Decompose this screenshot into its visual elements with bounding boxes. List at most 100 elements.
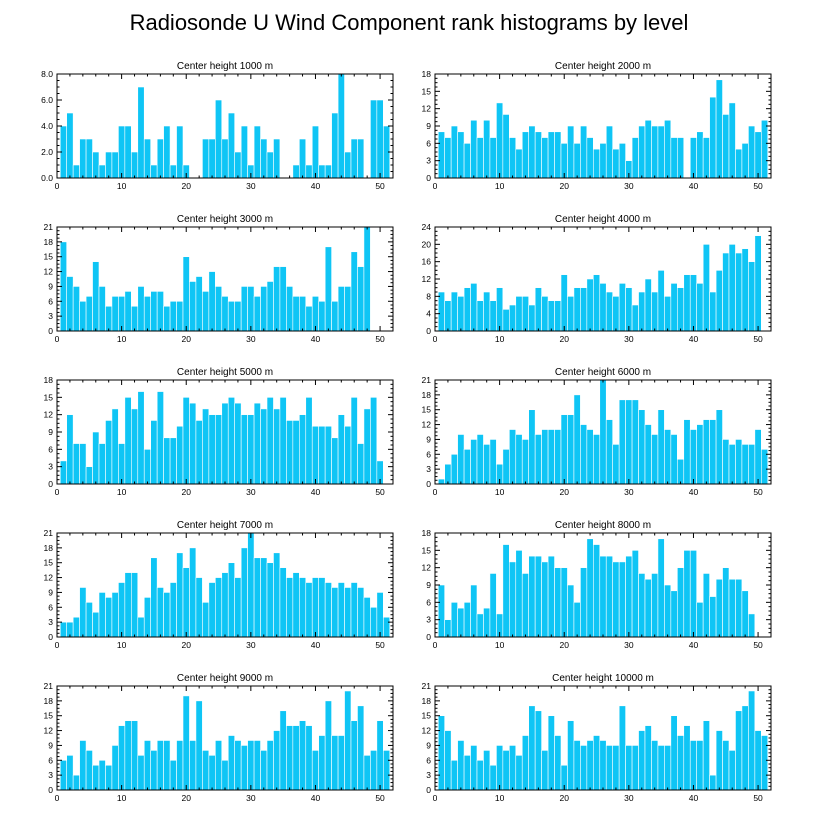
histogram-bar xyxy=(273,266,281,332)
y-tick-label: 21 xyxy=(44,222,54,232)
histogram-bar xyxy=(331,735,339,791)
x-tick-label: 10 xyxy=(495,640,505,650)
x-tick-label: 20 xyxy=(559,487,569,497)
histogram-bar xyxy=(534,555,542,638)
histogram-bar xyxy=(457,296,465,332)
histogram-bar xyxy=(689,429,697,485)
histogram-bar xyxy=(299,138,307,179)
histogram-bar xyxy=(593,148,601,179)
histogram-bar xyxy=(586,740,594,791)
histogram-bar xyxy=(677,458,685,485)
histogram-bar xyxy=(118,725,126,791)
histogram-bar xyxy=(470,283,478,332)
histogram-bar xyxy=(253,557,261,638)
y-tick-label: 15 xyxy=(422,545,432,555)
histogram-bar xyxy=(612,444,620,485)
histogram-bar xyxy=(111,151,119,179)
histogram-bar xyxy=(234,740,242,791)
panel-title: Center height 1000 m xyxy=(177,61,273,72)
x-tick-label: 30 xyxy=(624,181,634,191)
histogram-bar xyxy=(586,538,594,638)
histogram-bar xyxy=(227,735,235,791)
y-tick-label: 6 xyxy=(48,755,53,765)
histogram-panel: Center height 9000 m 0 3 6 9 12 15 18 21 0 10 20 30 4… xyxy=(44,673,394,803)
histogram-bar xyxy=(266,281,274,332)
x-tick-label: 40 xyxy=(689,487,699,497)
y-tick-label: 9 xyxy=(48,281,53,291)
histogram-bar xyxy=(240,414,248,485)
histogram-bar xyxy=(337,735,345,791)
x-tick-label: 20 xyxy=(559,640,569,650)
y-tick-label: 21 xyxy=(44,528,54,538)
x-tick-label: 20 xyxy=(559,793,569,803)
x-tick-label: 0 xyxy=(433,793,438,803)
x-tick-label: 0 xyxy=(433,334,438,344)
histogram-bar xyxy=(273,552,281,638)
histogram-bar xyxy=(215,577,223,638)
x-tick-label: 0 xyxy=(55,640,60,650)
histogram-bar xyxy=(182,567,190,638)
y-tick-label: 15 xyxy=(44,392,54,402)
histogram-bar xyxy=(509,429,517,485)
histogram-bar xyxy=(502,750,510,791)
histogram-bar xyxy=(137,755,145,791)
histogram-bar xyxy=(357,138,365,179)
histogram-bar xyxy=(567,296,575,332)
histogram-bar xyxy=(253,125,261,179)
histogram-bar xyxy=(515,434,523,485)
histogram-bar xyxy=(143,597,151,638)
histogram-bar xyxy=(599,379,607,485)
histogram-bar xyxy=(599,143,607,179)
histogram-bar xyxy=(554,567,562,638)
histogram-bar xyxy=(344,690,352,791)
x-tick-label: 20 xyxy=(181,793,191,803)
y-tick-label: 3 xyxy=(48,462,53,472)
histogram-bar xyxy=(515,296,523,332)
histogram-bar xyxy=(376,99,384,179)
histogram-bar xyxy=(444,137,452,179)
histogram-bar xyxy=(182,397,190,485)
histogram-bar xyxy=(554,735,562,791)
histogram-bar xyxy=(182,256,190,332)
histogram-bar xyxy=(580,567,588,638)
histogram-bar xyxy=(150,291,158,332)
histogram-bar xyxy=(754,730,762,791)
histogram-bar xyxy=(444,619,452,638)
histogram-bar xyxy=(450,759,458,791)
y-tick-label: 3 xyxy=(48,311,53,321)
y-tick-label: 12 xyxy=(422,563,432,573)
histogram-bar xyxy=(221,402,229,485)
histogram-bar xyxy=(292,420,300,485)
histogram-bar xyxy=(182,695,190,791)
histogram-bar xyxy=(638,409,646,485)
histogram-bar xyxy=(722,252,730,332)
x-tick-label: 50 xyxy=(375,487,385,497)
x-tick-label: 10 xyxy=(495,334,505,344)
x-tick-label: 30 xyxy=(624,334,634,344)
histogram-bar xyxy=(741,705,749,791)
histogram-bar xyxy=(728,444,736,485)
histogram-bar xyxy=(215,414,223,485)
histogram-bar xyxy=(189,281,197,332)
histogram-bar xyxy=(247,532,255,638)
histogram-bar xyxy=(156,391,164,485)
histogram-bar xyxy=(311,577,319,638)
histogram-bar xyxy=(683,550,691,638)
x-tick-label: 30 xyxy=(246,640,256,650)
histogram-bar xyxy=(496,102,504,179)
y-tick-label: 18 xyxy=(422,69,432,79)
x-tick-label: 50 xyxy=(753,640,763,650)
x-tick-label: 0 xyxy=(433,487,438,497)
histogram-bar xyxy=(644,119,652,179)
y-tick-label: 15 xyxy=(422,405,432,415)
histogram-bar xyxy=(638,125,646,179)
histogram-bar xyxy=(363,597,371,638)
histogram-bar xyxy=(337,414,345,485)
y-tick-label: 8.0 xyxy=(41,69,53,79)
histogram-bar xyxy=(98,759,106,791)
histogram-bar xyxy=(383,750,391,791)
histogram-bar xyxy=(586,137,594,179)
histogram-bar xyxy=(124,572,132,638)
histogram-bar xyxy=(573,740,581,791)
histogram-bar xyxy=(715,270,723,332)
